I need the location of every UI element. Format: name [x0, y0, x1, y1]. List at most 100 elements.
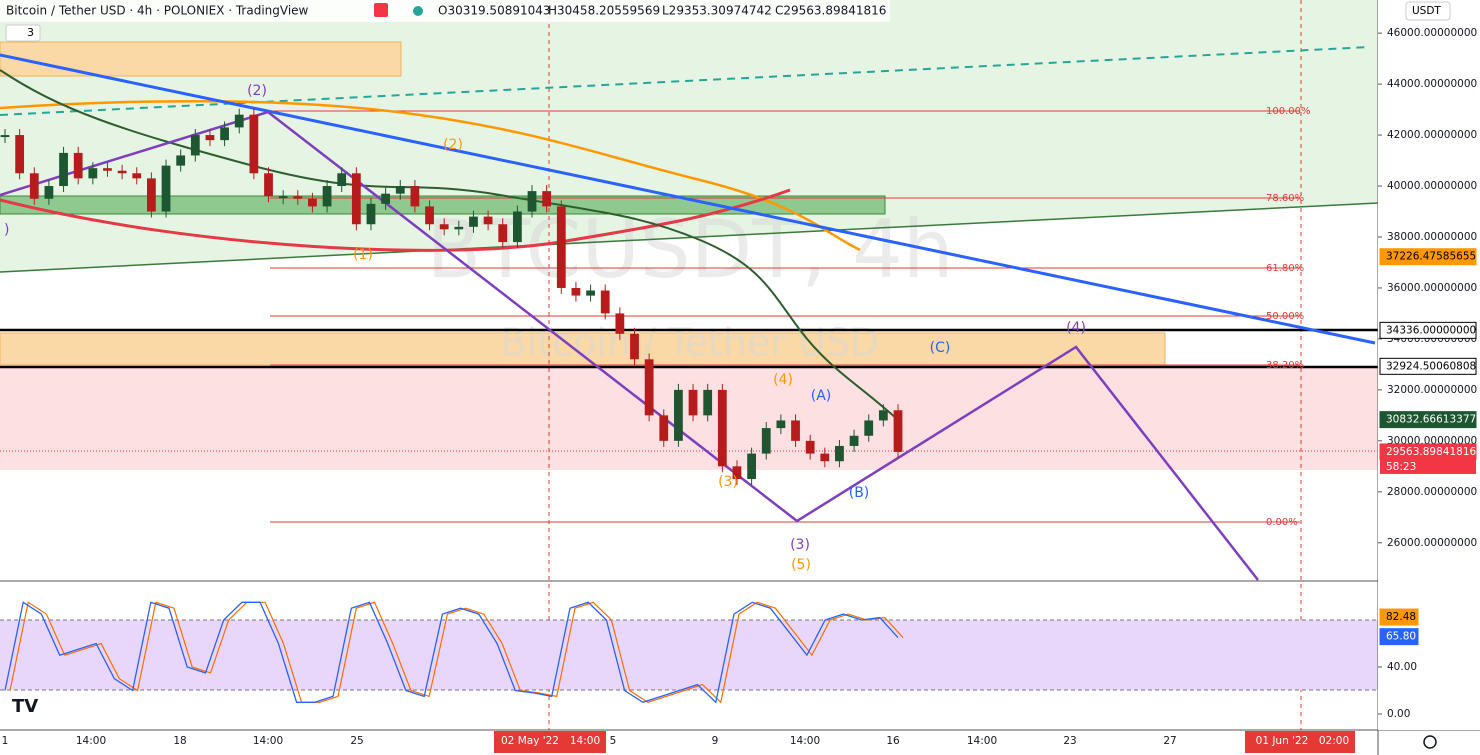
- candle: [747, 453, 756, 480]
- y-tick-label: 32000.00000000: [1387, 384, 1477, 396]
- osc-line-shadow: [9, 601, 904, 704]
- candle: [659, 415, 669, 441]
- currency[interactable]: USDT: [1412, 5, 1441, 17]
- ohlc-high: H30458.20559569: [548, 4, 660, 18]
- orange-band: [0, 332, 1166, 366]
- y-tick-label: 40000.00000000: [1387, 180, 1477, 192]
- candle: [29, 173, 39, 199]
- wave-label: (2): [443, 137, 463, 153]
- candle: [366, 203, 376, 225]
- time-label: 5: [610, 735, 617, 747]
- time-label: 25: [350, 735, 363, 747]
- candle: [147, 178, 156, 212]
- price-tag: [1379, 608, 1419, 626]
- candle: [644, 359, 654, 416]
- ma-orange: [0, 99, 861, 252]
- candle: [717, 389, 727, 467]
- candle: [835, 445, 844, 462]
- orange-box: [0, 41, 402, 77]
- time-axis: 1 14:00 18 14:00 25 02 May '22 14:00 5 9…: [2, 731, 1355, 753]
- candle: [293, 196, 303, 199]
- osc-line: [4, 601, 899, 704]
- candle: [395, 186, 405, 194]
- watermark-ticker: BTCUSDT, 4h: [426, 203, 953, 296]
- candle: [425, 206, 434, 225]
- time-cursor-tag: [1245, 731, 1355, 753]
- candle: [864, 420, 874, 436]
- candle: [351, 173, 361, 225]
- candle: [893, 410, 903, 452]
- candle: [308, 198, 317, 207]
- fib-label: 100.00%: [1266, 106, 1311, 117]
- wave-label: (3): [790, 537, 810, 553]
- symbol[interactable]: Bitcoin / Tether USD · 4h · POLONIEX · T…: [6, 4, 309, 18]
- fib-lines: [270, 110, 1300, 523]
- oscillator: [4, 601, 904, 704]
- candle: [337, 173, 347, 187]
- y-tick-label: 38000.00000000: [1387, 231, 1477, 243]
- wave-label: (4): [1066, 320, 1086, 336]
- trend-line: [0, 202, 1379, 273]
- countdown-bg: [1380, 459, 1476, 474]
- osc-band: [0, 620, 1378, 690]
- candle: [234, 114, 244, 128]
- time-label: 02 May '22: [501, 735, 559, 747]
- time-label: 9: [712, 735, 719, 747]
- candle: [0, 135, 10, 138]
- wave-label: (C): [930, 340, 951, 356]
- currency-button[interactable]: [1405, 1, 1451, 21]
- candle: [190, 135, 200, 156]
- wave-label: (5): [791, 557, 811, 573]
- candle: [439, 224, 449, 230]
- wave-label: ): [4, 222, 9, 238]
- price-tag: [1379, 411, 1477, 429]
- price-tag-label: 32924.50060808: [1386, 360, 1476, 372]
- price-tag: [1379, 248, 1477, 266]
- candle: [15, 135, 25, 174]
- candle: [878, 410, 888, 421]
- price-tag-label: 29563.89841816: [1386, 446, 1477, 458]
- time-label: 27: [1163, 735, 1176, 747]
- flag-button[interactable]: [374, 3, 388, 17]
- price-tag: [1379, 321, 1477, 339]
- candle: [571, 287, 581, 296]
- indicator-count[interactable]: 3: [27, 26, 34, 39]
- time-label: 16: [886, 735, 900, 747]
- ohlc-open: O30319.50891043: [438, 4, 551, 18]
- candle: [805, 440, 815, 454]
- candles: [0, 108, 903, 486]
- fib-label: 38.20%: [1266, 360, 1304, 371]
- settings-button[interactable]: [1423, 735, 1437, 749]
- axis-labels: 46000.00000000 44000.00000000 42000.000000…: [1378, 27, 1477, 720]
- wave-label: (4): [773, 372, 793, 388]
- candle: [264, 173, 273, 197]
- candle: [630, 333, 639, 360]
- y-tick-label: 42000.00000000: [1387, 129, 1477, 141]
- candle: [776, 420, 786, 429]
- candle: [849, 435, 859, 446]
- time-label: 02:00: [1319, 735, 1349, 747]
- candle: [117, 170, 127, 174]
- candle: [703, 389, 713, 416]
- tv-logo[interactable]: TV: [12, 696, 38, 717]
- candle: [674, 389, 683, 441]
- candle: [512, 211, 522, 243]
- candle: [600, 290, 610, 314]
- time-cursor-tag: [494, 731, 606, 753]
- y-tick-label: 40.00: [1387, 661, 1417, 673]
- fib-label: 50.00%: [1266, 311, 1304, 322]
- candle: [176, 155, 186, 166]
- candle: [410, 186, 420, 207]
- y-tick-label: 26000.00000000: [1387, 537, 1477, 549]
- y-tick-label: 28000.00000000: [1387, 486, 1477, 498]
- wave-label: (1): [353, 247, 373, 263]
- legend-bg: [0, 0, 890, 22]
- wave-label: (3): [718, 474, 738, 490]
- candle: [220, 127, 229, 141]
- price-tag: [1379, 443, 1477, 461]
- price-tag: [1379, 357, 1477, 375]
- indicator-toggle[interactable]: [5, 24, 41, 42]
- ohlc-low: L29353.30974742: [662, 4, 772, 18]
- countdown: 58:23: [1386, 461, 1416, 473]
